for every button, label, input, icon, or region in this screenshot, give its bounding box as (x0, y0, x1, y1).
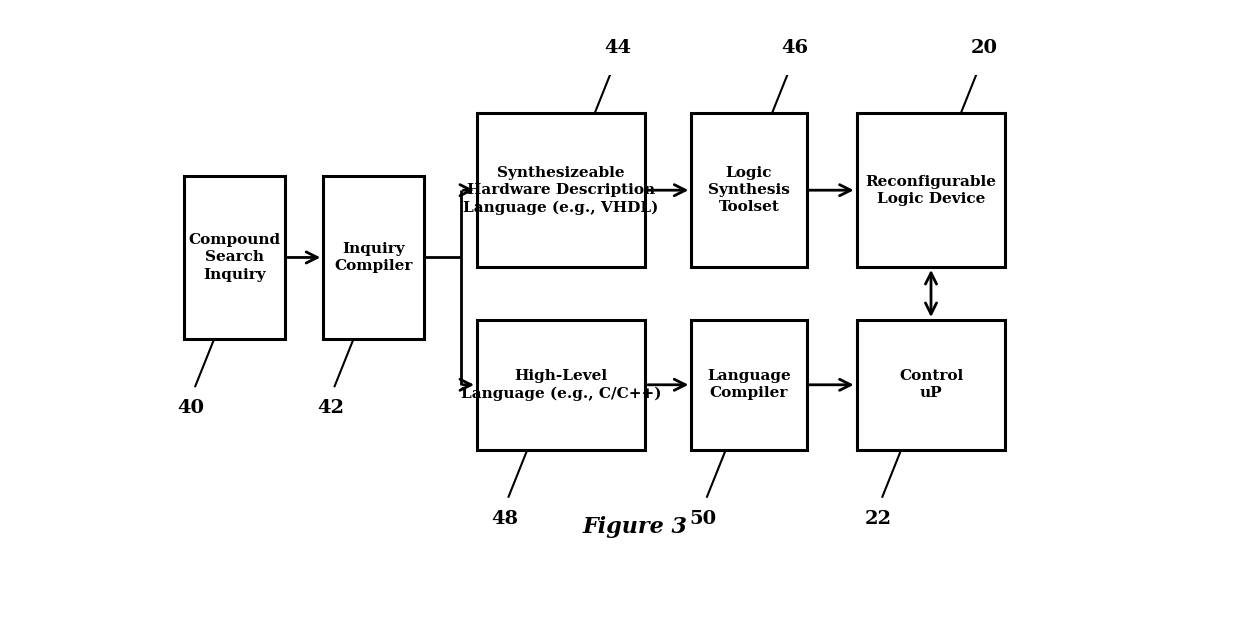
Text: Control
uP: Control uP (899, 369, 963, 401)
Text: Language
Compiler: Language Compiler (707, 369, 791, 401)
Text: 50: 50 (689, 510, 717, 528)
FancyBboxPatch shape (691, 320, 806, 450)
Text: Figure 3: Figure 3 (583, 515, 688, 537)
Text: 48: 48 (491, 510, 518, 528)
Text: 44: 44 (604, 39, 631, 57)
Text: 40: 40 (177, 399, 205, 417)
Text: 42: 42 (317, 399, 343, 417)
Text: Compound
Search
Inquiry: Compound Search Inquiry (188, 233, 280, 282)
FancyBboxPatch shape (324, 176, 424, 339)
Text: Inquiry
Compiler: Inquiry Compiler (335, 242, 413, 273)
FancyBboxPatch shape (477, 114, 645, 267)
FancyBboxPatch shape (477, 320, 645, 450)
FancyBboxPatch shape (857, 320, 1006, 450)
Text: Logic
Synthesis
Toolset: Logic Synthesis Toolset (708, 166, 790, 215)
Text: Synthesizeable
Hardware Description
Language (e.g., VHDL): Synthesizeable Hardware Description Lang… (464, 165, 658, 215)
FancyBboxPatch shape (857, 114, 1006, 267)
Text: Reconfigurable
Logic Device: Reconfigurable Logic Device (866, 175, 997, 206)
FancyBboxPatch shape (184, 176, 285, 339)
FancyBboxPatch shape (691, 114, 806, 267)
Text: 20: 20 (971, 39, 997, 57)
Text: 46: 46 (781, 39, 808, 57)
Text: 22: 22 (864, 510, 892, 528)
Text: High-Level
Language (e.g., C/C++): High-Level Language (e.g., C/C++) (461, 369, 661, 401)
